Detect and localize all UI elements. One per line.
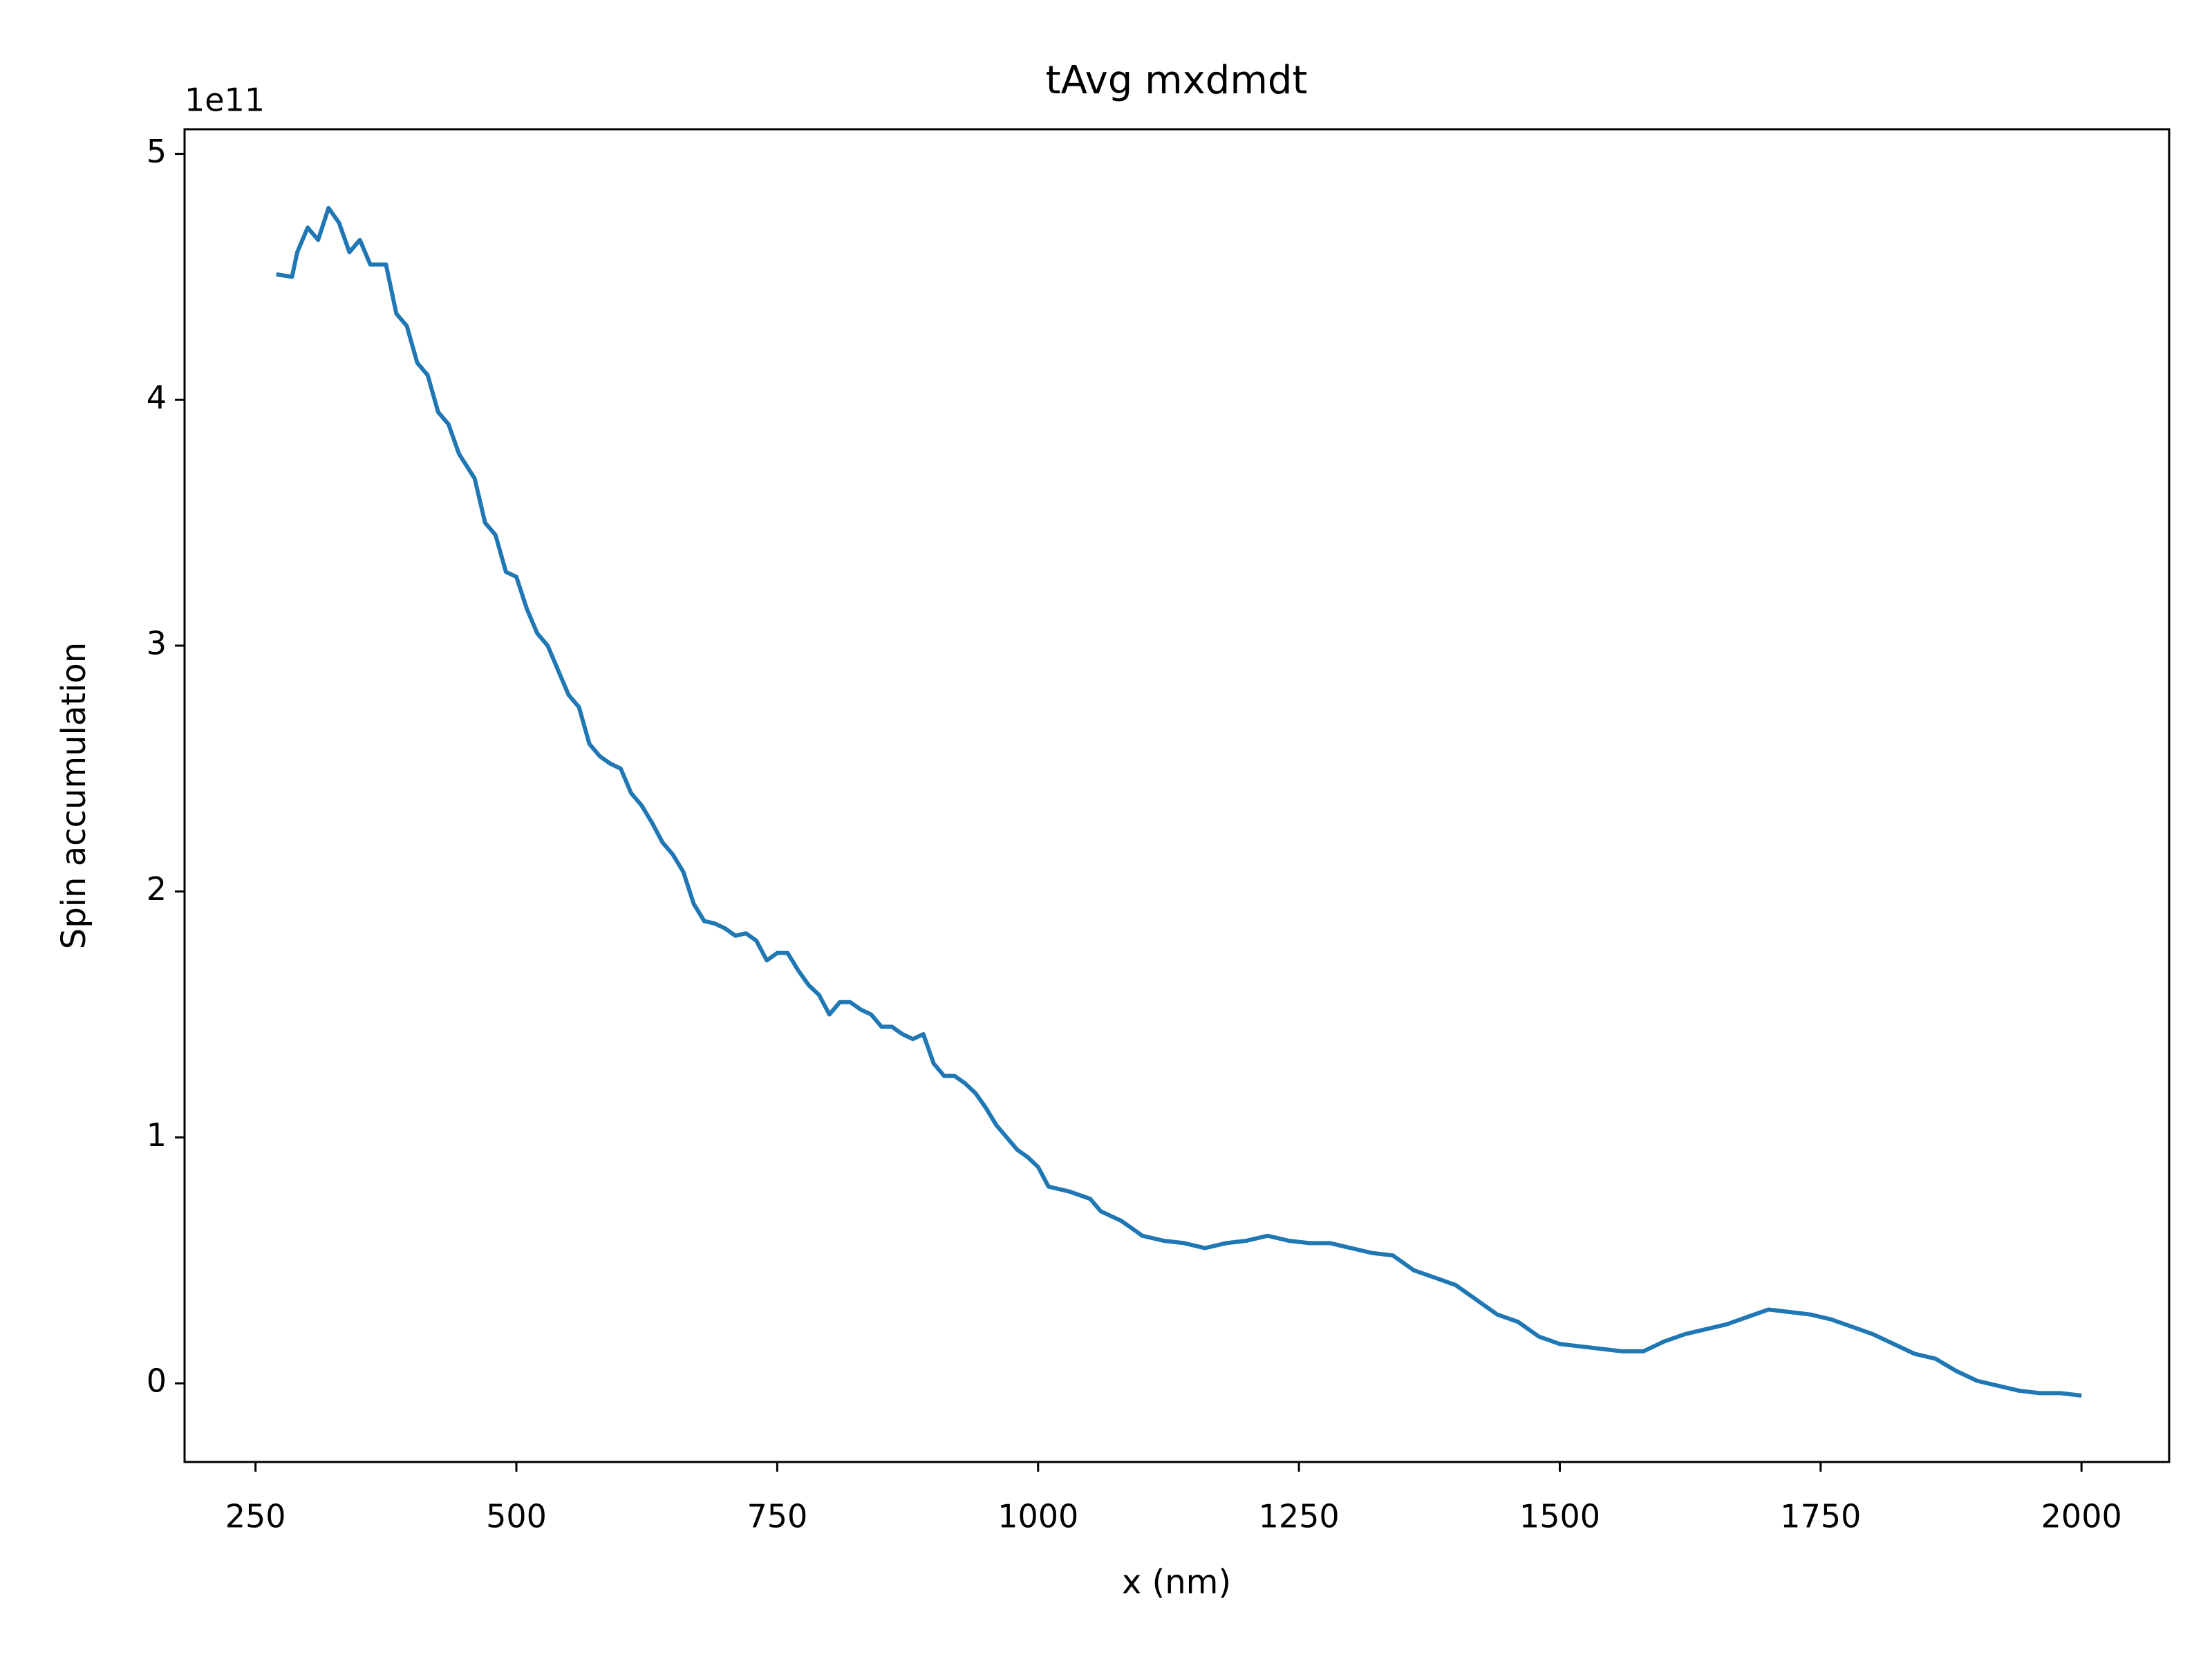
plot-frame	[183, 128, 2171, 1463]
chart-title: tAvg mxdmdt	[1046, 58, 1308, 103]
x-tick-label: 1500	[1519, 1498, 1600, 1535]
x-tick-label: 1250	[1259, 1498, 1340, 1535]
y-axis-label: Spin accumulation	[55, 642, 93, 949]
x-tick-label: 1750	[1780, 1498, 1861, 1535]
x-tick-label: 2000	[2041, 1498, 2122, 1535]
y-tick-label: 3	[147, 625, 167, 662]
x-tick-label: 500	[486, 1498, 547, 1535]
data-line	[276, 205, 2082, 1398]
x-axis-label: x (nm)	[1122, 1563, 1231, 1602]
y-tick-label: 2	[147, 870, 167, 908]
x-tick-label: 1000	[997, 1498, 1078, 1535]
y-tick-label: 0	[147, 1362, 167, 1400]
y-tick-label: 1	[147, 1116, 167, 1154]
x-tick-label: 250	[225, 1498, 286, 1535]
x-tick-label: 750	[747, 1498, 807, 1535]
y-offset-label: 1e11	[185, 82, 265, 119]
y-tick-label: 5	[147, 133, 167, 170]
y-tick-label: 4	[147, 379, 167, 416]
